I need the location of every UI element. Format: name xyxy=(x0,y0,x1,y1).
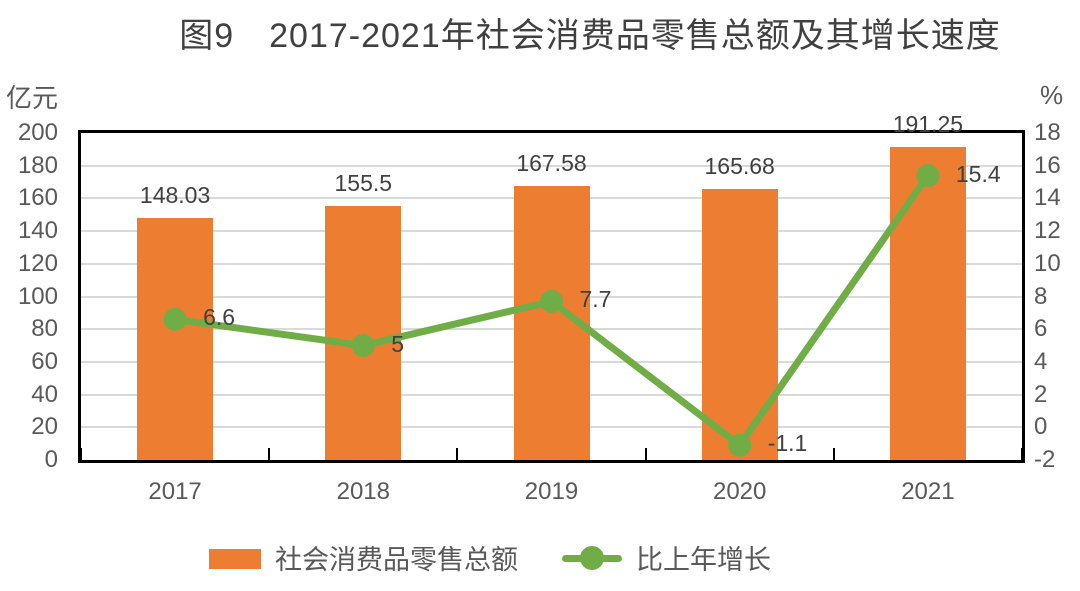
bar-data-label: 167.58 xyxy=(516,150,587,176)
left-axis-tick-label: 80 xyxy=(31,315,58,343)
line-series-legend-marker xyxy=(562,545,622,571)
bar xyxy=(325,205,402,460)
left-axis-unit-label: 亿元 xyxy=(6,83,59,113)
right-axis-tick-label: 0 xyxy=(1034,413,1048,441)
line-marker xyxy=(163,307,187,331)
bar xyxy=(889,147,966,460)
line-marker-dot-icon xyxy=(580,545,604,570)
right-axis-tick-label: 14 xyxy=(1034,184,1061,212)
right-axis-tick-label: 8 xyxy=(1034,282,1048,310)
bar-data-label: 165.68 xyxy=(704,153,775,180)
bar-data-label: 191.25 xyxy=(892,111,964,138)
bar xyxy=(137,217,214,460)
x-axis-tick-mark xyxy=(268,448,271,460)
left-axis-tick-label: 180 xyxy=(17,151,58,179)
left-axis-tick-label: 160 xyxy=(17,184,58,212)
x-axis-category-label: 2020 xyxy=(712,478,767,505)
x-axis-tick-mark xyxy=(456,448,459,460)
bar-data-label: 148.03 xyxy=(139,181,211,208)
left-axis-tick-label: 120 xyxy=(17,249,58,277)
left-axis-tick-label: 140 xyxy=(17,217,58,245)
right-axis-tick-label: 6 xyxy=(1034,315,1048,343)
right-axis-tick-label: 16 xyxy=(1034,151,1061,179)
left-axis-tick-label: 60 xyxy=(31,347,58,375)
line-data-label: 6.6 xyxy=(203,304,236,331)
left-axis-tick-label: 100 xyxy=(17,282,58,310)
right-axis-tick-label: 18 xyxy=(1034,119,1061,146)
legend: 社会消费品零售总额 比上年增长 xyxy=(0,538,1080,577)
growth-line-series xyxy=(163,164,940,457)
left-axis-tick-label: 0 xyxy=(44,446,58,473)
line-series-legend-label: 比上年增长 xyxy=(636,545,771,575)
x-axis-category-label: 2018 xyxy=(336,478,390,505)
x-axis-category-label: 2017 xyxy=(148,478,202,505)
x-axis-category-label: 2019 xyxy=(524,478,579,505)
gridline xyxy=(81,164,1022,167)
right-axis-tick-label: 10 xyxy=(1034,249,1061,277)
left-axis-tick-label: 40 xyxy=(31,380,58,408)
line-marker xyxy=(351,334,375,358)
line-data-label: 15.4 xyxy=(955,160,1001,187)
line-data-label: -1.1 xyxy=(767,430,808,457)
line-data-label: 7.7 xyxy=(579,286,612,313)
x-axis-category-label: 2021 xyxy=(901,478,955,505)
right-axis-tick-label: -2 xyxy=(1034,446,1056,473)
line-marker xyxy=(728,433,752,457)
right-axis-tick-label: 2 xyxy=(1034,380,1048,408)
bar-series-legend-label: 社会消费品零售总额 xyxy=(275,545,518,575)
line-marker xyxy=(916,164,940,188)
bar-data-label: 155.5 xyxy=(334,169,393,196)
right-axis-unit-label: % xyxy=(1040,80,1064,110)
right-axis-tick-label: 12 xyxy=(1034,217,1061,245)
x-axis-tick-mark xyxy=(80,448,82,460)
line-data-label: 5 xyxy=(391,330,405,357)
left-axis-tick-label: 20 xyxy=(31,413,58,441)
line-marker xyxy=(540,289,563,313)
left-axis-tick-label: 200 xyxy=(17,119,58,146)
right-axis-tick-label: 4 xyxy=(1034,347,1048,375)
bar-series-legend-swatch xyxy=(209,548,261,569)
x-axis-tick-mark xyxy=(832,448,835,460)
chart-title: 图9 2017-2021年社会消费品零售总额及其增长速度 xyxy=(179,17,1001,55)
x-axis-tick-mark xyxy=(1021,448,1023,460)
x-axis-tick-mark xyxy=(644,448,647,460)
